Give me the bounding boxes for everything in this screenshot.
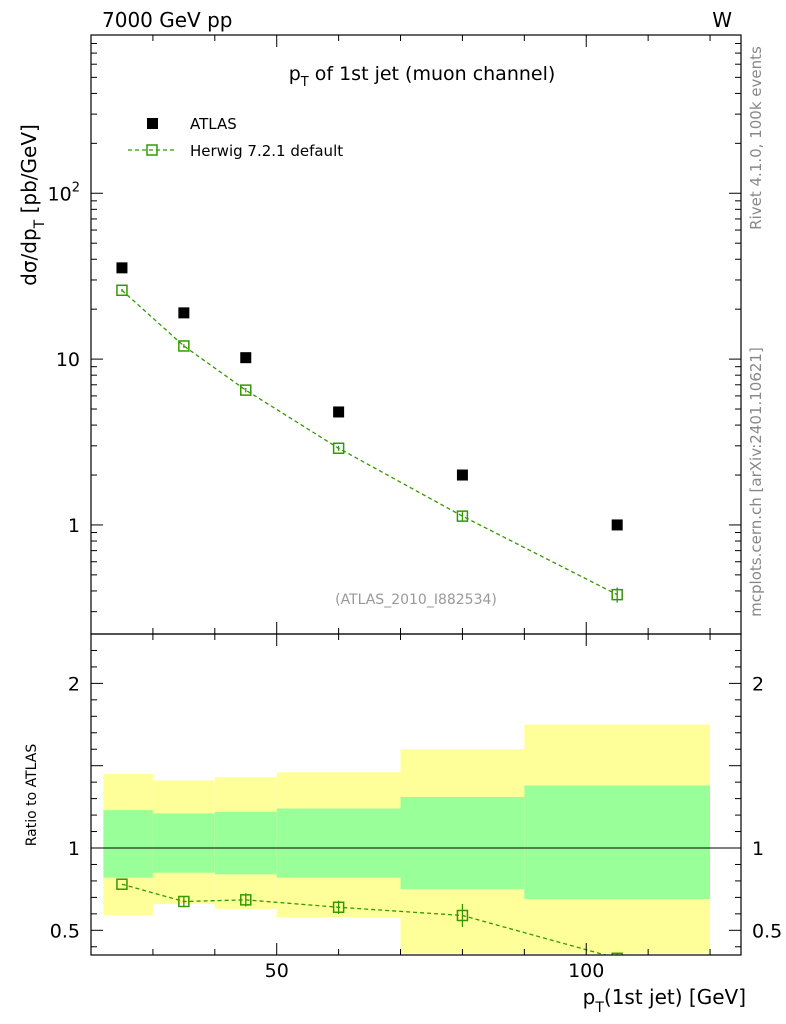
- herwig-point: [178, 340, 190, 352]
- plot-title-rest: of 1st jet (muon channel): [309, 63, 556, 85]
- atlas-point: [456, 469, 468, 481]
- plot-title-sub: T: [300, 75, 309, 90]
- legend-herwig-label: Herwig 7.2.1 default: [190, 142, 343, 160]
- main-frame: [90, 34, 742, 635]
- ratio-herwig-point: [116, 878, 128, 890]
- ratio-band-inner: [103, 810, 153, 878]
- y-tick-label: 10: [56, 349, 80, 371]
- ratio-y-tick-label-right: 2: [752, 673, 764, 695]
- herwig-line: [121, 289, 618, 596]
- herwig-point: [456, 510, 469, 522]
- ratio-herwig-point: [456, 909, 469, 922]
- y-tick-label-base: 10: [48, 183, 72, 205]
- atlas-point: [611, 519, 623, 531]
- atlas-point: [178, 307, 190, 319]
- ratio-herwig-point: [240, 894, 252, 906]
- header-right: W: [712, 8, 732, 32]
- header-left: 7000 GeV pp: [102, 8, 233, 32]
- herwig-point: [611, 588, 623, 601]
- main-y-label: dσ/dpT [pb/GeV]: [17, 124, 48, 286]
- main-content: [116, 262, 623, 603]
- ratio-y-tick-label-right: 1: [752, 838, 764, 860]
- herwig-point: [116, 284, 128, 297]
- legend-atlas-marker: [147, 118, 158, 129]
- herwig-point: [332, 442, 345, 455]
- ratio-y-tick-label: 0.5: [50, 920, 80, 942]
- mcplots-info: mcplots.cern.ch [arXiv:2401.10621]: [747, 347, 765, 617]
- analysis-annotation: (ATLAS_2010_I882534): [335, 592, 497, 608]
- x-axis-label-p: p: [583, 985, 596, 1009]
- ratio-y-tick-label: 2: [68, 673, 80, 695]
- ratio-content: [91, 847, 741, 955]
- herwig-point: [240, 384, 252, 396]
- x-axis-label: pT(1st jet) [GeV]: [583, 985, 746, 1016]
- y-tick-label-exp: 2: [72, 180, 80, 195]
- x-axis-label-rest: (1st jet) [GeV]: [604, 985, 746, 1009]
- legend-atlas-label: ATLAS: [190, 115, 237, 133]
- x-tick-label: 50: [265, 960, 289, 982]
- legend-herwig-marker: [146, 144, 158, 156]
- atlas-point: [116, 262, 128, 274]
- main-y-label-b: [pb/GeV]: [17, 124, 41, 220]
- ratio-y-label: Ratio to ATLAS: [24, 744, 40, 847]
- main-y-label-sub: T: [32, 219, 48, 229]
- ratio-herwig-point: [611, 952, 623, 955]
- ratio-y-tick-label: 1: [68, 838, 80, 860]
- ratio-band-inner: [524, 785, 711, 900]
- ratio-bands: [103, 724, 711, 954]
- atlas-point: [240, 352, 252, 364]
- ratio-band-inner: [400, 796, 525, 890]
- ratio-band-inner: [152, 813, 215, 873]
- ratio-herwig-point: [178, 895, 190, 908]
- rivet-info: Rivet 4.1.0, 100k events: [747, 46, 765, 230]
- plot-title-p: p: [289, 63, 301, 85]
- ratio-band-inner: [214, 811, 277, 875]
- ratio-y-tick-label-right: 0.5: [752, 920, 782, 942]
- x-tick-label: 100: [568, 960, 604, 982]
- ratio-frame: [90, 633, 742, 956]
- ratio-herwig-point: [332, 901, 345, 914]
- legend: ATLAS Herwig 7.2.1 default: [128, 115, 343, 160]
- plot-title: pT of 1st jet (muon channel): [289, 63, 556, 90]
- atlas-point: [333, 406, 345, 418]
- main-y-label-a: dσ/dp: [17, 228, 41, 286]
- y-tick-label: 1: [68, 515, 80, 537]
- x-axis-label-sub: T: [594, 1000, 604, 1016]
- ratio-series: [116, 878, 623, 955]
- ratio-band-inner: [276, 808, 401, 878]
- y-tick-label: 102: [48, 180, 80, 205]
